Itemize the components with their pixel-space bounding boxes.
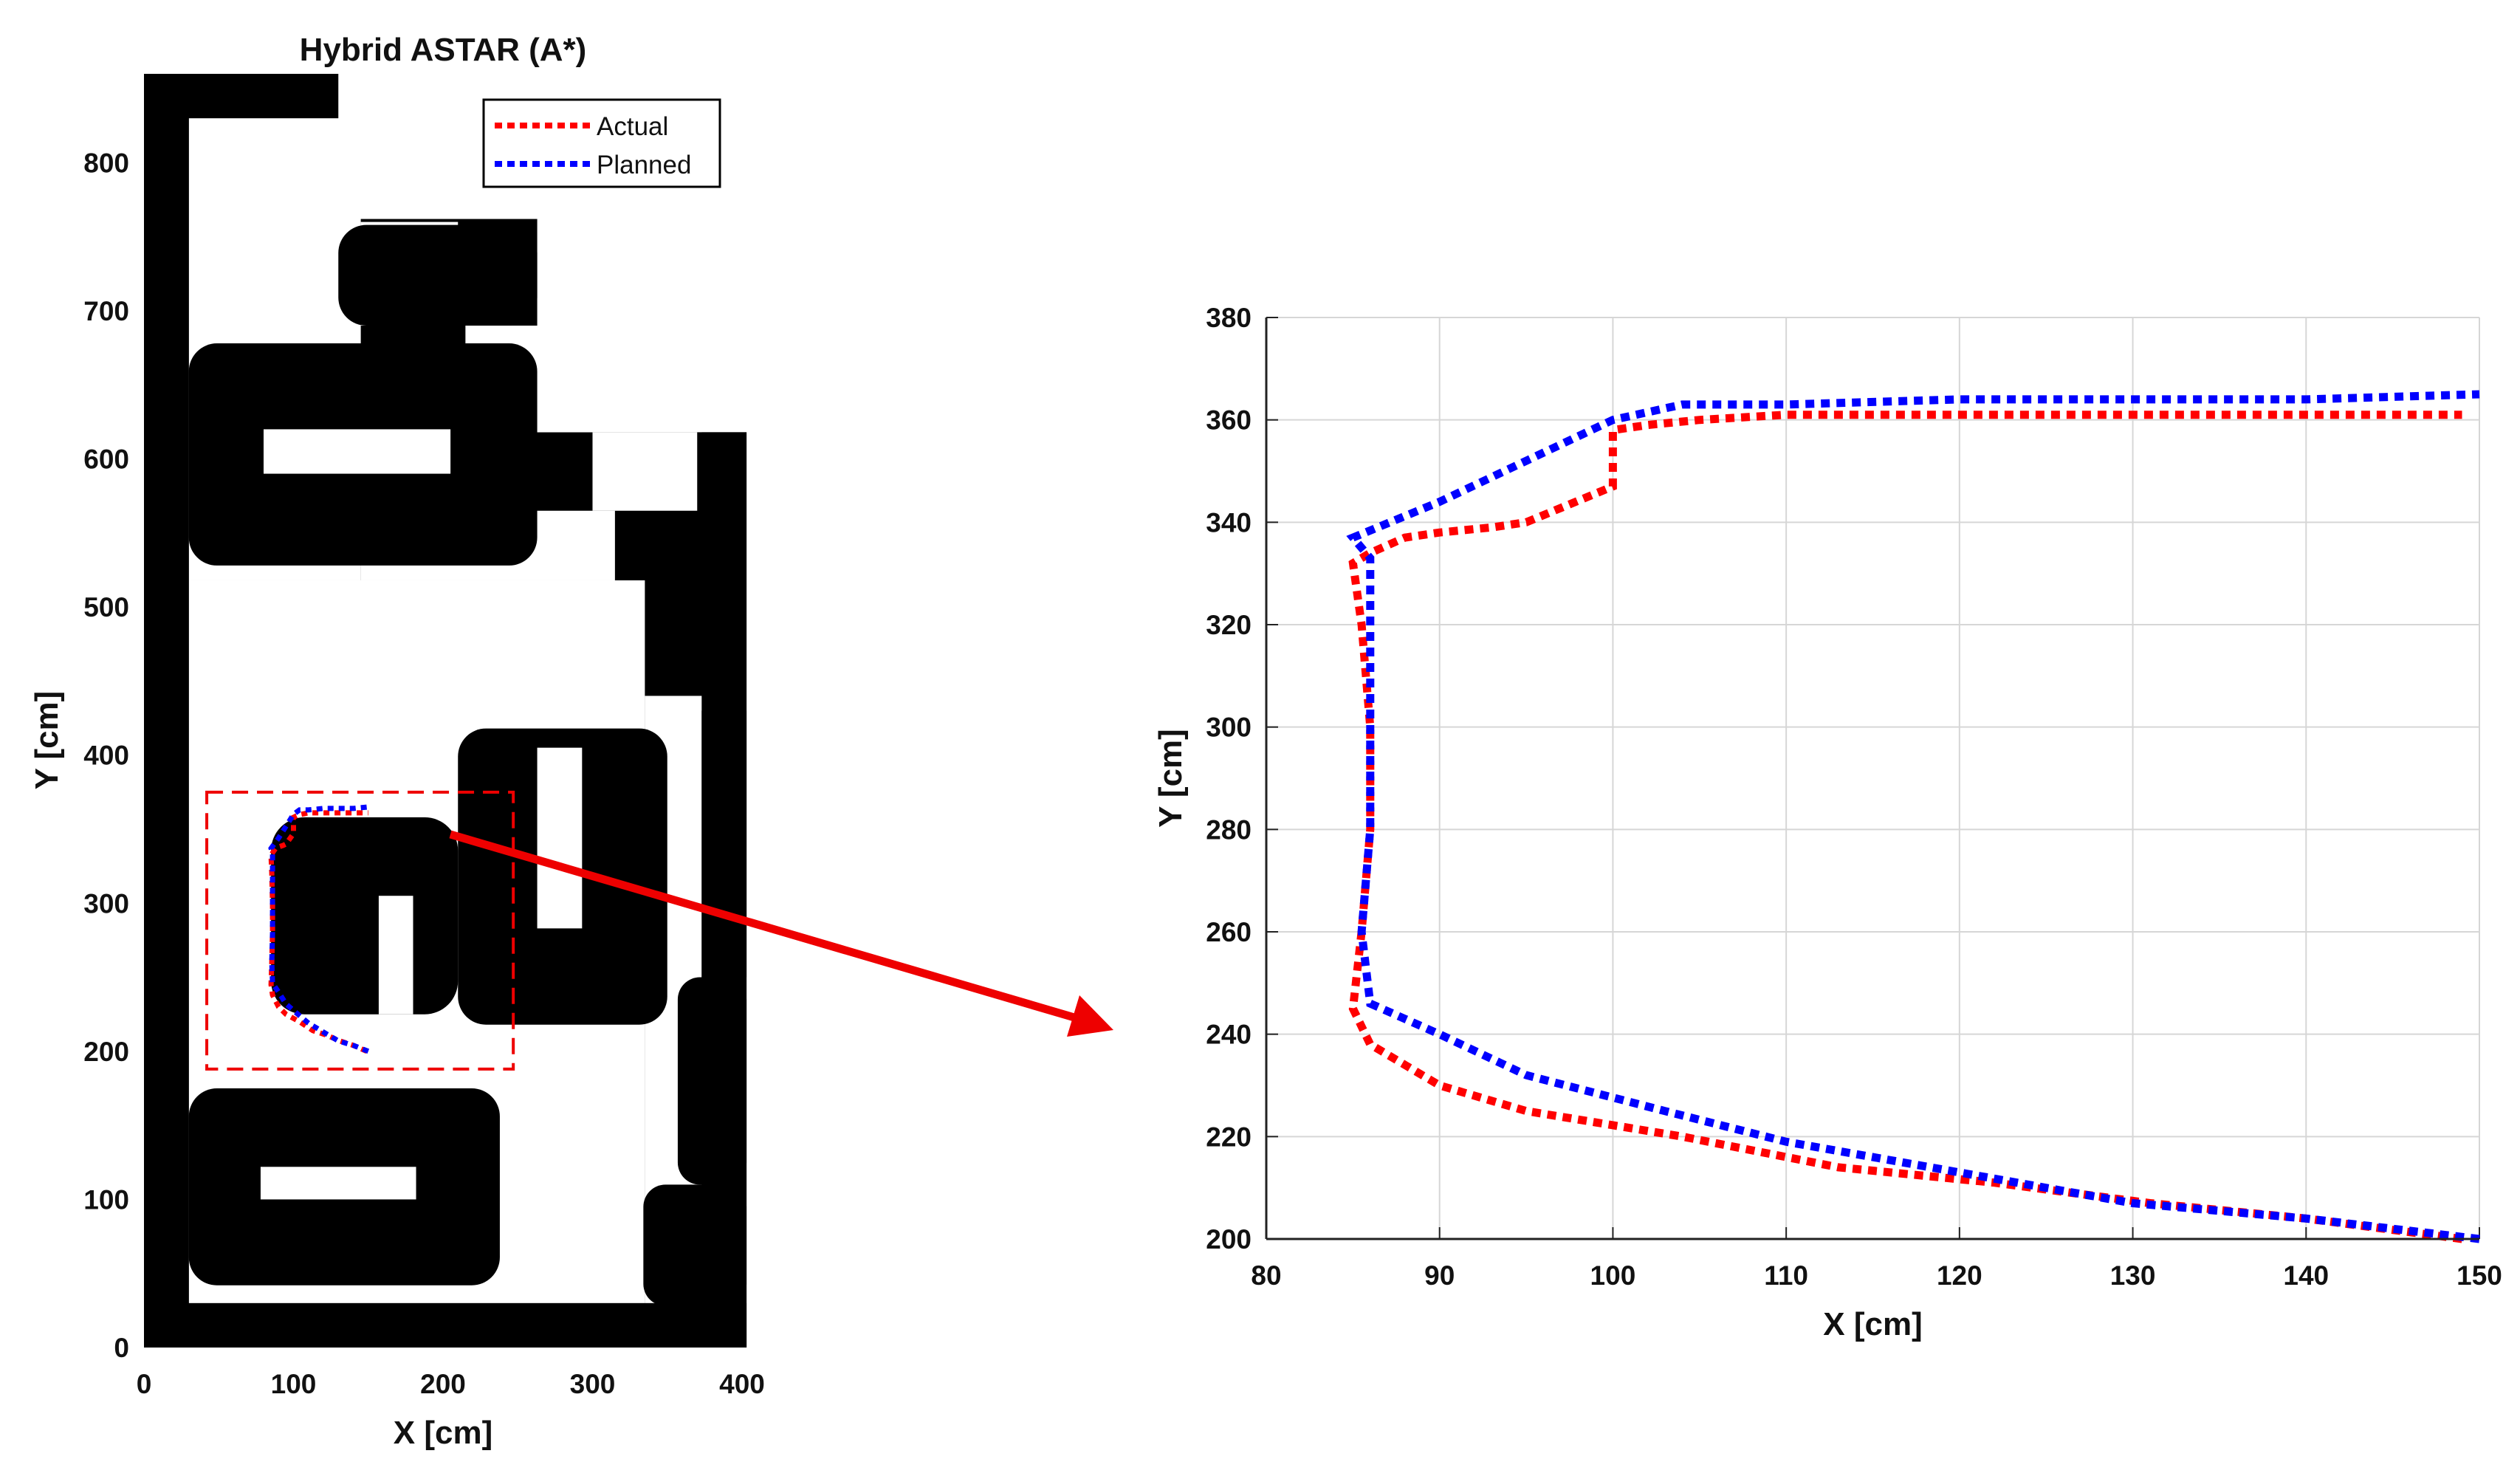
- right-series-group: [1346, 390, 2480, 1243]
- map-bottom-wall: [144, 1302, 747, 1348]
- left-y-tick-label: 300: [83, 888, 129, 919]
- left-y-tick-label: 800: [83, 148, 129, 178]
- left-x-tick-label: 300: [570, 1369, 616, 1399]
- right-y-tick-label: 200: [1206, 1224, 1252, 1254]
- obstacle-lower-slot: [260, 1167, 416, 1200]
- left-series-line-actual: [268, 810, 368, 1054]
- left-chart-title: Hybrid ASTAR (A*): [300, 32, 587, 68]
- zoom-region-box: [205, 790, 515, 1071]
- legend-box: [482, 98, 721, 188]
- obstacle-upper-slot: [264, 429, 451, 474]
- left-x-tick-label: 0: [137, 1369, 152, 1399]
- left-y-tick-label: 500: [83, 592, 129, 622]
- left-axis-ticks: 0 100 200 300 400 0 100 200 300 400 500 600 700 800: [83, 148, 765, 1399]
- legend: Actual Planned: [482, 98, 721, 188]
- left-y-axis-label: Y [cm]: [29, 691, 65, 790]
- right-x-tick-label: 150: [2457, 1260, 2502, 1291]
- right-x-axis-label: X [cm]: [1823, 1306, 1922, 1342]
- right-x-tick-label: 110: [1764, 1260, 1808, 1291]
- obstacle-center-slot: [378, 896, 413, 1015]
- right-y-tick-label: 360: [1206, 405, 1252, 436]
- right-x-tick-label: 90: [1424, 1260, 1455, 1291]
- zoom-arrow-shaft: [449, 830, 1076, 1022]
- left-y-tick-label: 400: [83, 741, 129, 771]
- map-left-wall: [144, 74, 189, 1348]
- left-x-axis-label: X [cm]: [394, 1415, 492, 1451]
- right-y-tick-label: 380: [1206, 303, 1252, 333]
- right-y-tick-label: 340: [1206, 507, 1252, 538]
- right-x-tick-label: 130: [2110, 1260, 2156, 1291]
- left-y-tick-label: 200: [83, 1037, 129, 1067]
- right-series-line-planned: [1346, 390, 2480, 1243]
- left-x-tick-label: 100: [271, 1369, 317, 1399]
- left-x-tick-label: 200: [420, 1369, 466, 1399]
- right-x-tick-label: 80: [1251, 1260, 1281, 1291]
- right-y-tick-label: 240: [1206, 1020, 1252, 1050]
- obstacle-top-rounded: [338, 224, 538, 326]
- right-y-tick-label: 300: [1206, 713, 1252, 743]
- occupancy-map: [144, 74, 747, 1348]
- right-x-tick-label: 100: [1590, 1260, 1636, 1291]
- left-y-tick-label: 600: [83, 444, 129, 475]
- free-space-step: [592, 432, 698, 511]
- left-series-group: [268, 804, 370, 1054]
- obstacle-center-rounded: [271, 817, 459, 1015]
- right-y-tick-label: 320: [1206, 610, 1252, 640]
- left-x-tick-label: 400: [719, 1369, 765, 1399]
- map-right-wall-mid: [701, 710, 747, 978]
- left-y-tick-label: 100: [83, 1184, 129, 1215]
- right-series-line-actual: [1348, 411, 2463, 1243]
- right-axes: [1265, 317, 2479, 1240]
- legend-label-actual: Actual: [597, 112, 668, 141]
- right-grid: [1266, 317, 2480, 1240]
- left-y-tick-label: 700: [83, 296, 129, 326]
- right-x-tick-label: 120: [1937, 1260, 1982, 1291]
- left-series-line-planned: [268, 804, 370, 1054]
- zoom-arrow: [449, 830, 1113, 1037]
- obstacle-right-slot: [537, 747, 583, 929]
- right-y-tick-label: 280: [1206, 814, 1252, 845]
- zoom-arrow-head: [1067, 995, 1113, 1037]
- right-y-tick-label: 260: [1206, 917, 1252, 947]
- right-y-axis-label: Y [cm]: [1153, 729, 1189, 828]
- right-x-tick-label: 140: [2283, 1260, 2329, 1291]
- left-y-tick-label: 0: [114, 1333, 129, 1363]
- right-axis-ticks: 80 90 100 110 120 130 140 150 200 220 240 260 280 300…: [1206, 303, 2502, 1291]
- right-y-tick-label: 220: [1206, 1122, 1252, 1152]
- legend-label-planned: Planned: [597, 151, 691, 179]
